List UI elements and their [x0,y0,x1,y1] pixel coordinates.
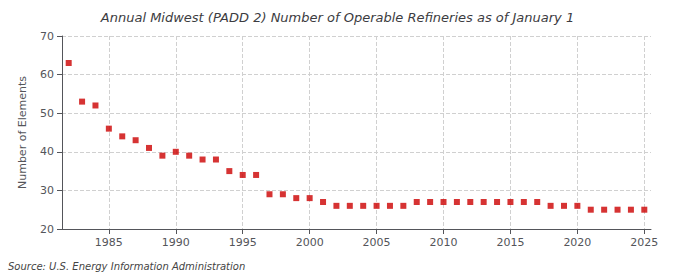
svg-text:1990: 1990 [162,236,190,249]
svg-text:2000: 2000 [296,236,324,249]
svg-text:60: 60 [40,68,54,81]
svg-text:2010: 2010 [430,236,458,249]
svg-text:1985: 1985 [95,236,123,249]
svg-text:2025: 2025 [630,236,658,249]
svg-text:2005: 2005 [363,236,391,249]
svg-text:70: 70 [40,30,54,43]
svg-text:1995: 1995 [229,236,257,249]
svg-text:2020: 2020 [563,236,591,249]
svg-text:20: 20 [40,223,54,236]
svg-text:Source: U.S. Energy Informatio: Source: U.S. Energy Information Administ… [8,261,245,272]
svg-text:40: 40 [40,145,54,158]
svg-text:30: 30 [40,184,54,197]
svg-text:2015: 2015 [496,236,524,249]
svg-text:50: 50 [40,107,54,120]
svg-text:Annual Midwest (PADD 2) Number: Annual Midwest (PADD 2) Number of Operab… [100,10,574,25]
svg-text:Number of Elements: Number of Elements [16,76,29,189]
